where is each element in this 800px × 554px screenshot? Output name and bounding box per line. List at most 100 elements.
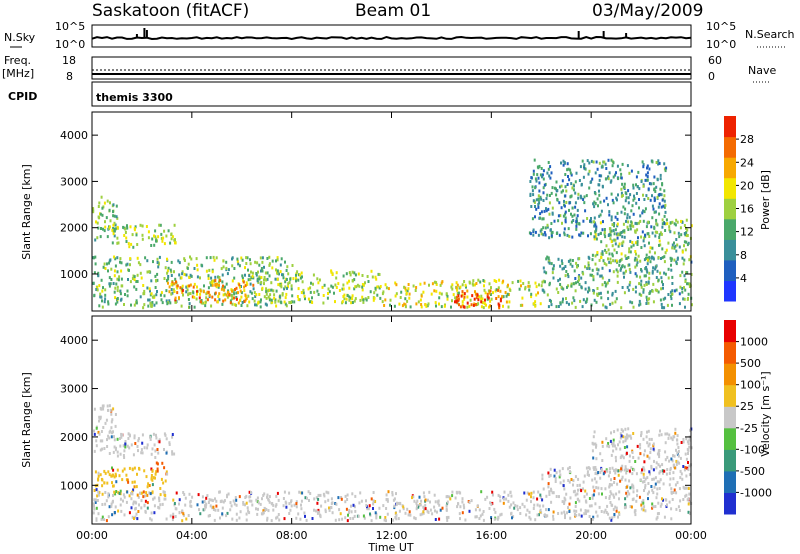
heatmap-cell (688, 282, 691, 286)
heatmap-cell (317, 493, 320, 497)
heatmap-cell (114, 424, 117, 428)
heatmap-cell (362, 514, 365, 518)
heatmap-cell (613, 430, 616, 434)
heatmap-cell (133, 517, 135, 520)
heatmap-cell (129, 263, 131, 267)
heatmap-cell (163, 229, 166, 233)
heatmap-cell (629, 239, 632, 243)
heatmap-cell (449, 497, 452, 501)
heatmap-cell (152, 476, 155, 480)
heatmap-cell (268, 500, 271, 504)
heatmap-cell (614, 173, 617, 177)
heatmap-cell (489, 304, 492, 308)
heatmap-cell (448, 495, 451, 499)
heatmap-cell (248, 511, 251, 515)
heatmap-cell (434, 301, 437, 305)
heatmap-cell (573, 184, 575, 188)
heatmap-cell (652, 442, 655, 446)
heatmap-cell (512, 515, 515, 519)
heatmap-cell (598, 189, 600, 193)
heatmap-cell (550, 500, 553, 504)
heatmap-cell (584, 281, 587, 285)
heatmap-cell (111, 466, 113, 470)
heatmap-cell (530, 500, 532, 504)
heatmap-cell (620, 252, 623, 256)
heatmap-cell (413, 516, 416, 520)
heatmap-cell (646, 171, 649, 175)
heatmap-cell (136, 517, 139, 521)
heatmap-cell (535, 293, 538, 297)
heatmap-cell (349, 273, 352, 277)
heatmap-cell (435, 304, 437, 308)
heatmap-cell (245, 512, 248, 516)
heatmap-cell (140, 448, 143, 452)
heatmap-cell (221, 512, 224, 516)
heatmap-cell (264, 302, 267, 306)
heatmap-cell (633, 468, 636, 472)
heatmap-cell (674, 431, 677, 435)
heatmap-cell (225, 266, 228, 270)
heatmap-cell (104, 421, 107, 425)
heatmap-cell (626, 436, 629, 440)
heatmap-cell (263, 278, 265, 282)
heatmap-cell (596, 272, 599, 276)
heatmap-cell (168, 441, 171, 445)
heatmap-cell (583, 201, 586, 205)
heatmap-cell (376, 293, 379, 297)
heatmap-cell (624, 465, 627, 469)
heatmap-cell (656, 230, 659, 234)
heatmap-cell (586, 217, 589, 220)
heatmap-cell (635, 175, 638, 179)
heatmap-cell (657, 205, 660, 209)
heatmap-cell (265, 292, 268, 296)
heatmap-cell (461, 497, 464, 501)
heatmap-cell (160, 236, 163, 240)
heatmap-cell (642, 476, 645, 479)
heatmap-cell (655, 276, 658, 279)
heatmap-cell (474, 508, 477, 512)
heatmap-cell (109, 429, 112, 433)
heatmap-cell (353, 271, 356, 275)
colorbar-tick-label: 8 (740, 249, 747, 262)
heatmap-cell (446, 518, 449, 522)
heatmap-cell (598, 505, 601, 509)
heatmap-cell (588, 256, 591, 260)
heatmap-cell (654, 288, 657, 292)
heatmap-cell (538, 201, 541, 205)
colorbar-tick-label: 4 (740, 272, 747, 285)
heatmap-cell (688, 492, 691, 496)
heatmap-cell (163, 493, 166, 497)
heatmap-cell (271, 259, 274, 263)
heatmap-cell (425, 304, 428, 308)
heatmap-cell (114, 302, 117, 306)
heatmap-cell (646, 175, 649, 179)
heatmap-cell (395, 283, 398, 287)
heatmap-cell (646, 257, 649, 260)
heatmap-cell (634, 230, 637, 234)
heatmap-cell (688, 438, 691, 442)
colorbar-segment (724, 363, 736, 386)
heatmap-cell (138, 503, 140, 507)
heatmap-cell (256, 279, 259, 283)
heatmap-cell (593, 430, 596, 434)
heatmap-cell (110, 504, 113, 508)
heatmap-cell (615, 171, 617, 175)
heatmap-cell (374, 500, 377, 503)
heatmap-cell (551, 206, 554, 210)
heatmap-cell (608, 484, 611, 488)
heatmap-cell (319, 513, 322, 517)
heatmap-cell (574, 289, 577, 293)
heatmap-cell (530, 295, 533, 299)
heatmap-cell (612, 438, 615, 442)
heatmap-cell (556, 189, 559, 192)
heatmap-cell (575, 509, 578, 513)
heatmap-cell (122, 225, 125, 229)
heatmap-cell (483, 302, 486, 306)
heatmap-cell (652, 182, 655, 186)
heatmap-cell (626, 490, 629, 494)
heatmap-cell (324, 508, 327, 512)
heatmap-cell (599, 221, 602, 225)
heatmap-cell (435, 283, 438, 286)
heatmap-cell (656, 487, 659, 491)
